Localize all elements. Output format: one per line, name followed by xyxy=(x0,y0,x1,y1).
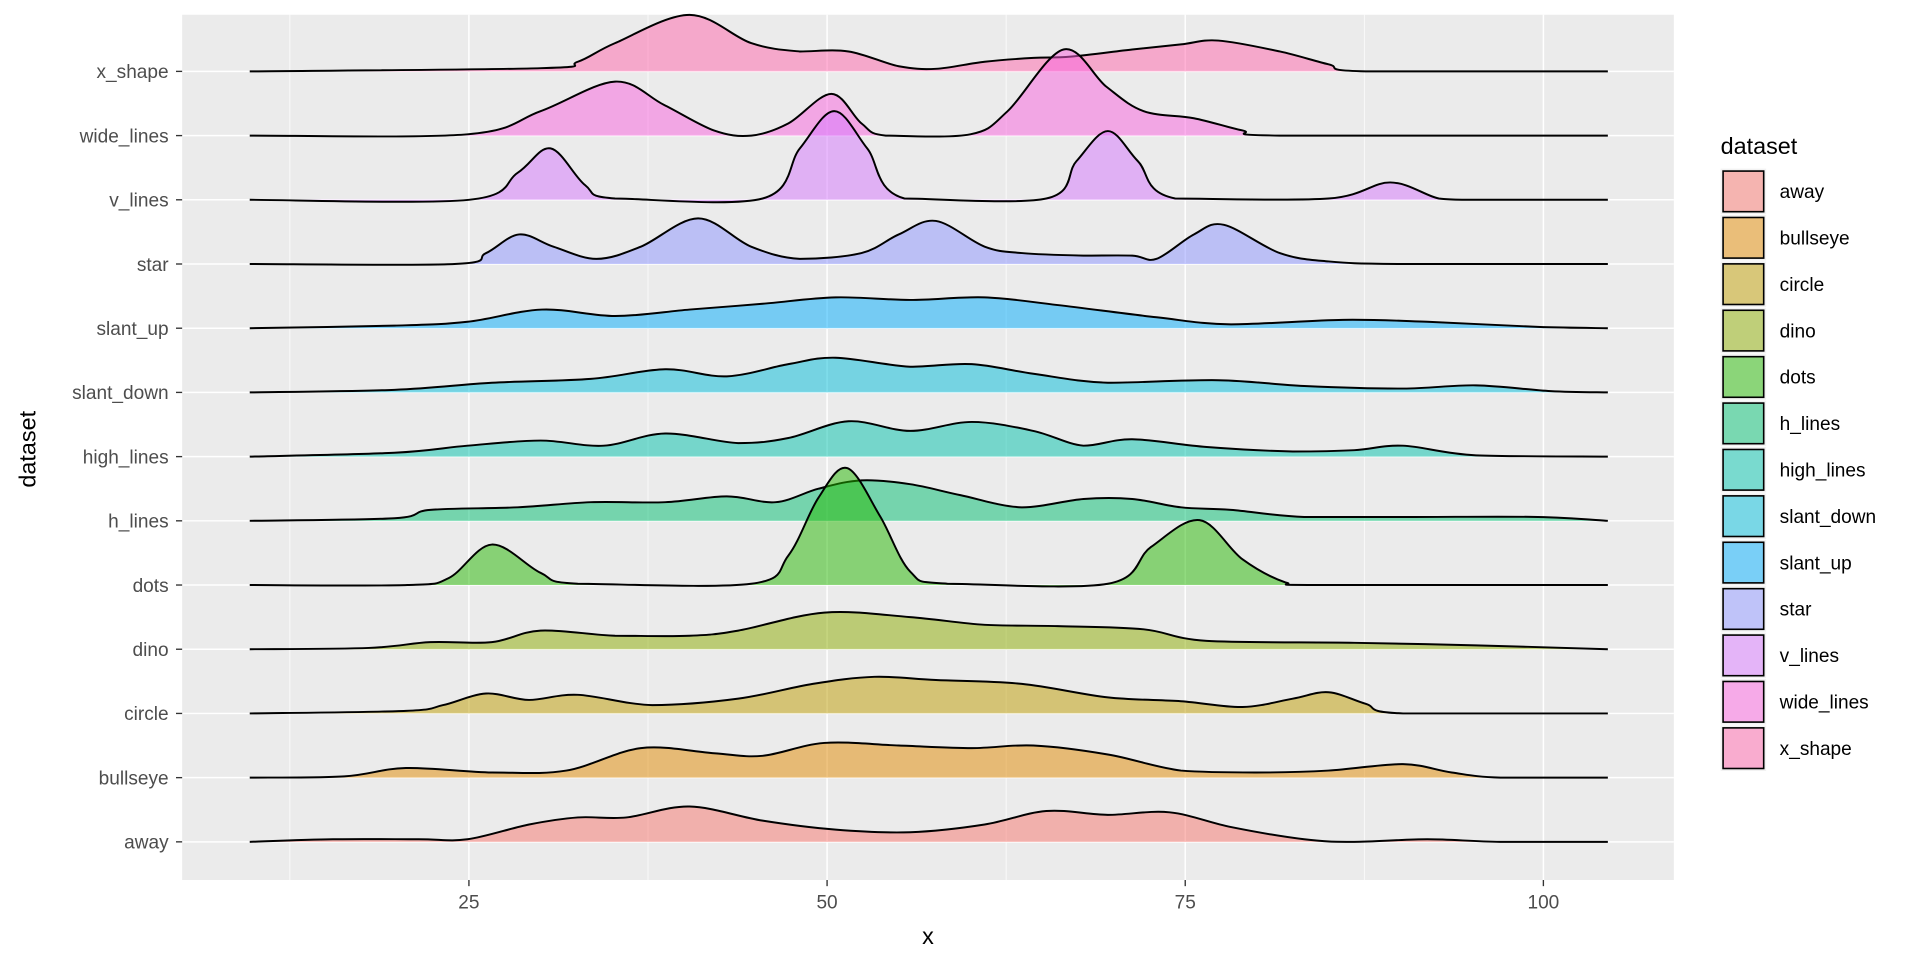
ridge-outline xyxy=(249,356,1608,394)
ridge-slant_up xyxy=(249,296,1608,330)
ridge-outline xyxy=(249,466,1608,588)
ridge-outline xyxy=(249,479,1608,522)
legend-item-v_lines: v_lines xyxy=(1720,632,1839,679)
legend-swatch xyxy=(1722,541,1765,584)
ridge-outline xyxy=(249,48,1608,138)
legend-item-h_lines: h_lines xyxy=(1720,400,1840,447)
ridge-x_shape xyxy=(249,13,1608,73)
legend-swatch xyxy=(1722,309,1765,352)
ridge-h_lines xyxy=(249,479,1608,522)
legend-swatch xyxy=(1722,587,1765,631)
legend-label: dino xyxy=(1780,321,1816,342)
legend-swatch xyxy=(1722,402,1765,445)
ridge-outline xyxy=(249,741,1608,779)
ridge-fill xyxy=(249,218,1608,265)
ridge-wide_lines xyxy=(249,48,1608,138)
legend-item-high_lines: high_lines xyxy=(1720,447,1866,493)
legend-item-bullseye: bullseye xyxy=(1720,215,1850,261)
legend-label: dots xyxy=(1780,368,1816,389)
ridge-fill xyxy=(249,480,1608,521)
legend-label: star xyxy=(1780,600,1812,621)
ridge-outline xyxy=(249,296,1608,330)
legend-label: high_lines xyxy=(1780,461,1866,482)
legend-swatch xyxy=(1722,170,1765,213)
legend-swatch xyxy=(1722,634,1765,677)
ridge-outline xyxy=(249,217,1608,266)
x-axis: 25 50 75 100 xyxy=(458,880,1559,913)
legend-label: h_lines xyxy=(1780,414,1840,435)
y-tick-label: high_lines xyxy=(83,447,169,468)
legend-label: away xyxy=(1780,182,1825,203)
x-tick-label: 25 xyxy=(458,892,479,913)
x-axis-title: x xyxy=(922,923,934,949)
ridge-outline xyxy=(249,675,1608,715)
legend-swatch xyxy=(1722,727,1765,770)
legend-label: v_lines xyxy=(1780,646,1839,667)
legend-label: slant_down xyxy=(1780,507,1876,528)
ridge-outline xyxy=(249,805,1608,843)
legend-swatch xyxy=(1722,448,1765,491)
ridge-outline xyxy=(249,420,1608,458)
x-tick-label: 50 xyxy=(816,892,837,913)
y-tick-label: slant_down xyxy=(72,383,168,404)
ridge-outline xyxy=(249,611,1608,651)
x-tick-label: 75 xyxy=(1175,892,1196,913)
legend: dataset away bullseye circle dino dots h_line… xyxy=(1720,133,1876,771)
legend-swatch xyxy=(1722,355,1765,399)
legend-label: wide_lines xyxy=(1779,693,1869,714)
y-tick-label: x_shape xyxy=(97,62,169,83)
y-tick-label: star xyxy=(137,255,169,276)
y-axis-title: dataset xyxy=(15,410,41,487)
y-tick-label: slant_up xyxy=(97,319,169,340)
legend-item-slant_down: slant_down xyxy=(1720,493,1876,539)
y-tick-label: v_lines xyxy=(109,191,168,212)
x-tick-label: 100 xyxy=(1527,892,1559,913)
ridge-circle xyxy=(249,675,1608,715)
ridge-fill xyxy=(249,49,1608,137)
ridge-outline xyxy=(249,110,1608,204)
y-tick-label: bullseye xyxy=(99,768,169,789)
ridge-dino xyxy=(249,611,1608,651)
legend-label: circle xyxy=(1780,275,1824,296)
ridge-outline xyxy=(249,13,1608,73)
legend-label: bullseye xyxy=(1780,229,1850,250)
legend-item-wide_lines: wide_lines xyxy=(1720,679,1869,725)
y-tick-label: dots xyxy=(133,576,169,597)
ridge-fill xyxy=(249,421,1608,457)
y-tick-label: away xyxy=(124,833,169,854)
ridge-high_lines xyxy=(249,420,1608,458)
ridge-dots xyxy=(249,466,1608,588)
legend-title: dataset xyxy=(1721,133,1798,159)
legend-item-away: away xyxy=(1720,168,1825,215)
y-tick-label: circle xyxy=(124,704,168,725)
ridges xyxy=(249,13,1608,843)
ridge-bullseye xyxy=(249,741,1608,779)
legend-swatch xyxy=(1722,495,1765,538)
legend-label: slant_up xyxy=(1780,553,1852,574)
ridge-fill xyxy=(249,612,1608,650)
legend-item-dino: dino xyxy=(1720,307,1816,354)
legend-item-x_shape: x_shape xyxy=(1720,725,1852,771)
legend-swatch xyxy=(1722,263,1765,306)
ridge-v_lines xyxy=(249,110,1608,204)
legend-swatch xyxy=(1722,680,1765,723)
y-tick-label: wide_lines xyxy=(79,126,169,147)
ridge-away xyxy=(249,805,1608,843)
ridge-fill xyxy=(249,742,1608,778)
legend-item-dots: dots xyxy=(1720,354,1816,400)
ridge-fill xyxy=(249,297,1608,329)
legend-item-star: star xyxy=(1720,586,1812,632)
ridge-star xyxy=(249,217,1608,266)
legend-swatch xyxy=(1722,216,1765,259)
y-tick-label: dino xyxy=(133,640,169,661)
legend-item-slant_up: slant_up xyxy=(1720,539,1852,586)
y-tick-label: h_lines xyxy=(108,512,168,533)
ridge-fill xyxy=(249,806,1608,842)
legend-item-circle: circle xyxy=(1720,261,1824,307)
legend-label: x_shape xyxy=(1780,739,1852,760)
ridge-slant_down xyxy=(249,356,1608,394)
